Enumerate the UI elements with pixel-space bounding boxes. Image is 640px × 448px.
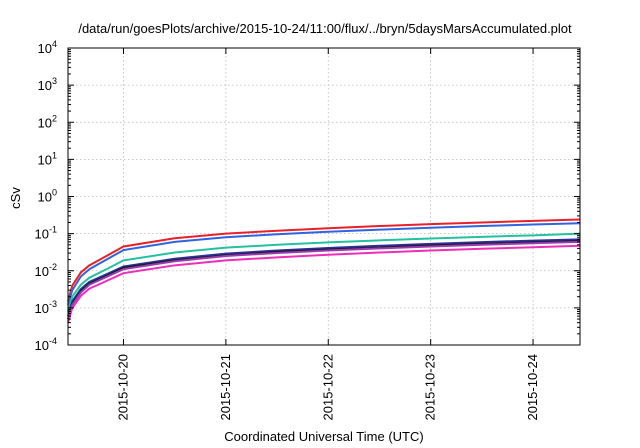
y-tick-base: 10 — [38, 78, 52, 93]
series-line-4 — [67, 238, 581, 317]
y-tick-label: 10-2 — [35, 262, 57, 279]
series-line-5 — [67, 240, 581, 320]
y-tick-exponent: 0 — [52, 188, 57, 198]
series-line-3 — [67, 232, 581, 312]
series-group — [67, 218, 581, 323]
x-tick-label: 2015-10-22 — [320, 354, 335, 421]
y-tick-label: 10-4 — [35, 336, 57, 353]
series-line-2 — [67, 222, 581, 306]
y-tick-base: 10 — [38, 152, 52, 167]
y-tick-exponent: -4 — [49, 336, 57, 346]
y-tick-exponent: -3 — [49, 299, 57, 309]
x-ticks: 2015-10-20 2015-10-21 2015-10-22 2015-10-23… — [115, 48, 540, 421]
y-tick-base: 10 — [38, 190, 52, 205]
y-tick-base: 10 — [38, 115, 52, 130]
y-tick-exponent: -1 — [49, 225, 57, 235]
x-tick-label: 2015-10-20 — [115, 354, 130, 421]
y-tick-base: 10 — [35, 338, 49, 353]
y-tick-base: 10 — [38, 41, 52, 56]
y-tick-exponent: 4 — [52, 39, 57, 49]
y-tick-base: 10 — [35, 227, 49, 242]
y-tick-exponent: 3 — [52, 76, 57, 86]
series-line-6 — [67, 240, 581, 320]
x-axis-label: Coordinated Universal Time (UTC) — [224, 429, 423, 444]
y-tick-label: 101 — [38, 150, 57, 167]
y-tick-label: 104 — [38, 39, 57, 56]
x-tick-label: 2015-10-21 — [218, 354, 233, 421]
y-tick-base: 10 — [35, 264, 49, 279]
y-tick-label: 103 — [38, 76, 57, 93]
y-tick-exponent: -2 — [49, 262, 57, 272]
x-tick-label: 2015-10-24 — [525, 354, 540, 421]
y-tick-label: 100 — [38, 188, 57, 205]
grid-lines — [68, 48, 580, 345]
y-tick-exponent: 2 — [52, 113, 57, 123]
series-line-7 — [67, 244, 581, 323]
chart-title: /data/run/goesPlots/archive/2015-10-24/1… — [78, 21, 572, 36]
y-tick-label: 10-1 — [35, 225, 57, 242]
x-tick-label: 2015-10-23 — [423, 354, 438, 421]
series-line-1 — [67, 218, 581, 302]
y-tick-label: 102 — [38, 113, 57, 130]
y-axis-label: cSv — [8, 187, 23, 209]
y-tick-base: 10 — [35, 301, 49, 316]
y-tick-label: 10-3 — [35, 299, 57, 316]
y-tick-exponent: 1 — [52, 150, 57, 160]
